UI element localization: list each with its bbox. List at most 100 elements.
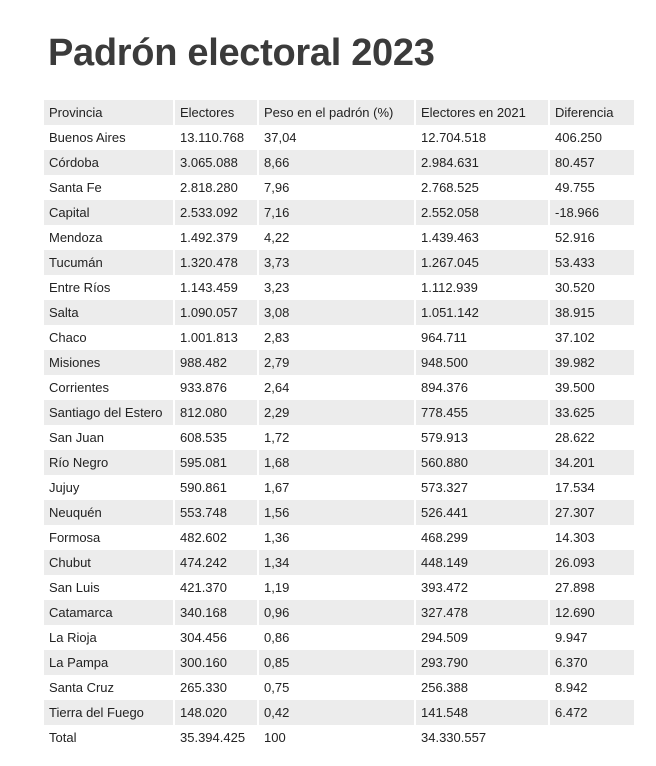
table-header: Provincia Electores Peso en el padrón (%… (44, 100, 634, 125)
table-row: Chubut 474.242 1,34 448.149 26.093 (44, 550, 634, 575)
cell-peso: 1,67 (259, 475, 416, 500)
cell-diferencia: 34.201 (555, 455, 595, 470)
total-cell-provincia: Total (44, 725, 175, 750)
table-row: Capital 2.533.092 7,16 2.552.058 -18.966 (44, 200, 634, 225)
cell-electores: 553.748 (175, 500, 259, 525)
column-header-electores: Electores (175, 100, 259, 125)
cell-electores: 1.320.478 (175, 250, 259, 275)
cell-electores: 1.090.057 (175, 300, 259, 325)
cell-diferencia: 9.947 (555, 630, 588, 645)
table-row: Santa Cruz 265.330 0,75 256.388 8.942 (44, 675, 634, 700)
cell-diferencia: 38.915 (555, 305, 595, 320)
cell-peso: 0,96 (259, 600, 416, 625)
cell-provincia: Capital (44, 200, 175, 225)
cell-provincia: Tierra del Fuego (44, 700, 175, 725)
column-header-peso: Peso en el padrón (%) (259, 100, 416, 125)
cell-diferencia: 27.898 (555, 580, 595, 595)
cell-peso: 0,86 (259, 625, 416, 650)
cell-electores: 812.080 (175, 400, 259, 425)
table-row: San Juan 608.535 1,72 579.913 28.622 (44, 425, 634, 450)
total-cell-peso: 100 (259, 725, 416, 750)
cell-diferencia: 27.307 (555, 505, 595, 520)
cell-peso: 4,22 (259, 225, 416, 250)
cell-peso: 2,83 (259, 325, 416, 350)
cell-peso: 1,34 (259, 550, 416, 575)
padron-table: Provincia Electores Peso en el padrón (%… (44, 100, 634, 750)
cell-peso: 37,04 (259, 125, 416, 150)
cell-diferencia: 30.520 (555, 280, 595, 295)
cell-provincia: Santa Fe (44, 175, 175, 200)
cell-electores-2021: 256.388 (416, 675, 550, 700)
cell-electores: 421.370 (175, 575, 259, 600)
total-cell-diferencia (550, 725, 634, 750)
cell-electores-2021: 1.439.463 (416, 225, 550, 250)
cell-electores: 474.242 (175, 550, 259, 575)
cell-peso: 2,64 (259, 375, 416, 400)
cell-peso: 1,72 (259, 425, 416, 450)
cell-provincia: Chaco (44, 325, 175, 350)
column-header-diferencia: Diferencia (555, 105, 614, 120)
cell-provincia: Mendoza (44, 225, 175, 250)
cell-peso: 0,85 (259, 650, 416, 675)
cell-peso: 7,96 (259, 175, 416, 200)
cell-diferencia: 33.625 (555, 405, 595, 420)
column-header-provincia: Provincia (44, 100, 175, 125)
cell-diferencia: 52.916 (555, 230, 595, 245)
cell-electores-2021: 468.299 (416, 525, 550, 550)
cell-electores: 1.492.379 (175, 225, 259, 250)
cell-diferencia: 53.433 (555, 255, 595, 270)
table-row: Neuquén 553.748 1,56 526.441 27.307 (44, 500, 634, 525)
cell-electores-2021: 560.880 (416, 450, 550, 475)
cell-electores: 1.001.813 (175, 325, 259, 350)
table-row: La Rioja 304.456 0,86 294.509 9.947 (44, 625, 634, 650)
table-row: Chaco 1.001.813 2,83 964.711 37.102 (44, 325, 634, 350)
cell-electores: 988.482 (175, 350, 259, 375)
table-row: Formosa 482.602 1,36 468.299 14.303 (44, 525, 634, 550)
table-row: La Pampa 300.160 0,85 293.790 6.370 (44, 650, 634, 675)
cell-electores-2021: 1.112.939 (416, 275, 550, 300)
cell-electores-2021: 948.500 (416, 350, 550, 375)
cell-diferencia: 37.102 (555, 330, 595, 345)
cell-provincia: La Rioja (44, 625, 175, 650)
table-row: Río Negro 595.081 1,68 560.880 34.201 (44, 450, 634, 475)
cell-electores-2021: 1.267.045 (416, 250, 550, 275)
cell-provincia: Buenos Aires (44, 125, 175, 150)
cell-electores: 1.143.459 (175, 275, 259, 300)
table-row: San Luis 421.370 1,19 393.472 27.898 (44, 575, 634, 600)
cell-electores-2021: 894.376 (416, 375, 550, 400)
cell-peso: 1,68 (259, 450, 416, 475)
cell-peso: 3,08 (259, 300, 416, 325)
cell-electores: 13.110.768 (175, 125, 259, 150)
cell-electores: 340.168 (175, 600, 259, 625)
cell-electores-2021: 293.790 (416, 650, 550, 675)
cell-diferencia: 28.622 (555, 430, 595, 445)
cell-electores-2021: 2.768.525 (416, 175, 550, 200)
cell-diferencia: 12.690 (555, 605, 595, 620)
cell-electores: 595.081 (175, 450, 259, 475)
cell-peso: 8,66 (259, 150, 416, 175)
cell-provincia: Santiago del Estero (44, 400, 175, 425)
cell-electores-2021: 2.984.631 (416, 150, 550, 175)
cell-diferencia: 6.472 (555, 705, 588, 720)
cell-provincia: Formosa (44, 525, 175, 550)
cell-electores-2021: 1.051.142 (416, 300, 550, 325)
cell-provincia: San Luis (44, 575, 175, 600)
cell-diferencia: 406.250 (555, 130, 602, 145)
table-row: Entre Ríos 1.143.459 3,23 1.112.939 30.520 (44, 275, 634, 300)
cell-provincia: Chubut (44, 550, 175, 575)
cell-diferencia: 14.303 (555, 530, 595, 545)
cell-peso: 3,23 (259, 275, 416, 300)
cell-diferencia: 39.982 (555, 355, 595, 370)
cell-electores: 300.160 (175, 650, 259, 675)
cell-peso: 1,36 (259, 525, 416, 550)
cell-electores: 933.876 (175, 375, 259, 400)
cell-peso: 3,73 (259, 250, 416, 275)
table-body: Buenos Aires 13.110.768 37,04 12.704.518 406… (44, 125, 634, 750)
cell-electores: 2.818.280 (175, 175, 259, 200)
cell-electores: 482.602 (175, 525, 259, 550)
cell-electores-2021: 778.455 (416, 400, 550, 425)
cell-electores-2021: 327.478 (416, 600, 550, 625)
cell-provincia: Córdoba (44, 150, 175, 175)
cell-electores-2021: 294.509 (416, 625, 550, 650)
